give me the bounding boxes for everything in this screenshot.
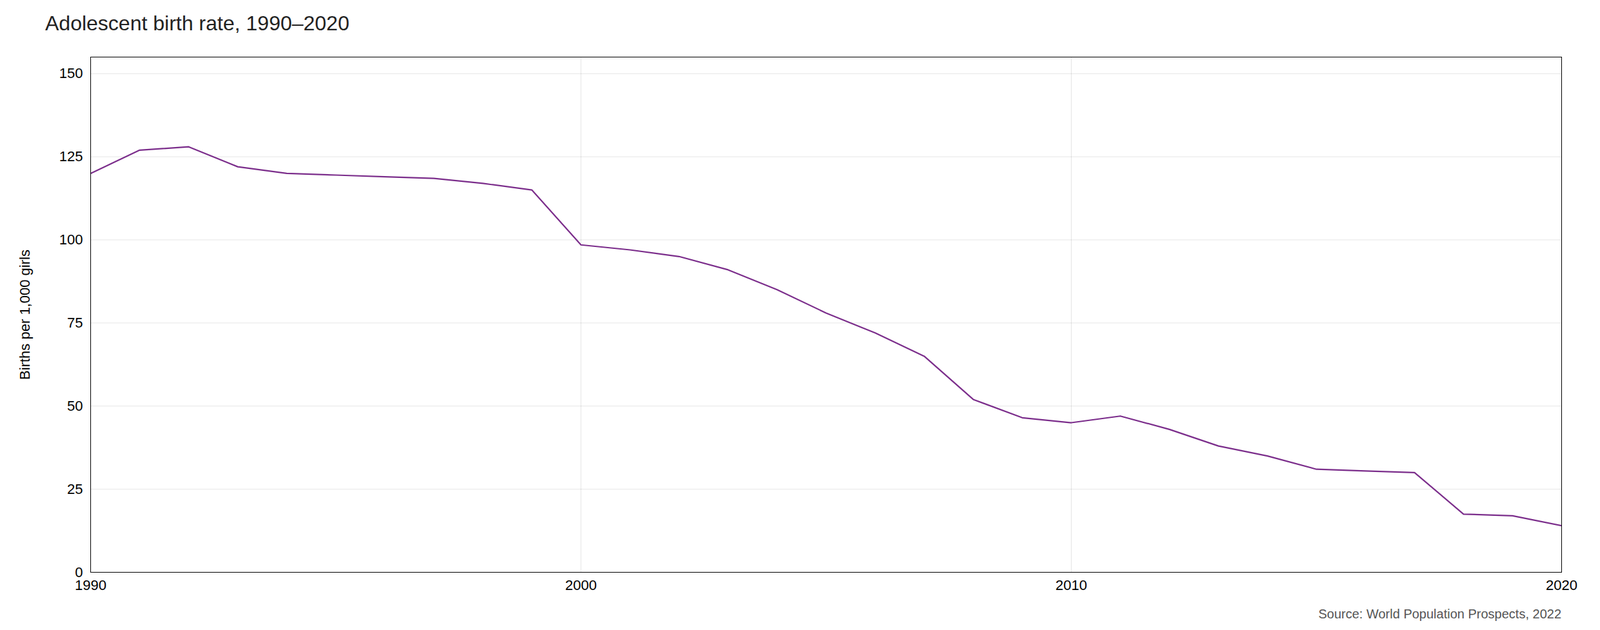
svg-text:Births per 1,000 girls: Births per 1,000 girls bbox=[16, 249, 33, 380]
html-text:Adolescent birth rate, 1990–20: Adolescent birth rate, 1990–2020 bbox=[45, 11, 350, 35]
svg-text:50: 50 bbox=[67, 398, 83, 415]
svg-text:2020: 2020 bbox=[1545, 577, 1578, 594]
svg-text:0: 0 bbox=[75, 564, 83, 581]
svg-text:1990: 1990 bbox=[74, 577, 107, 594]
svg-text:2010: 2010 bbox=[1055, 577, 1088, 594]
svg-text:125: 125 bbox=[59, 148, 84, 165]
svg-text:75: 75 bbox=[67, 314, 83, 331]
svg-text:100: 100 bbox=[59, 231, 84, 248]
svg-text:2000: 2000 bbox=[565, 577, 597, 594]
svg-text:150: 150 bbox=[59, 65, 84, 82]
svg-text:25: 25 bbox=[67, 481, 83, 498]
html-text:Source: World Population Prosp: Source: World Population Prospects, 2022 bbox=[1318, 607, 1562, 622]
